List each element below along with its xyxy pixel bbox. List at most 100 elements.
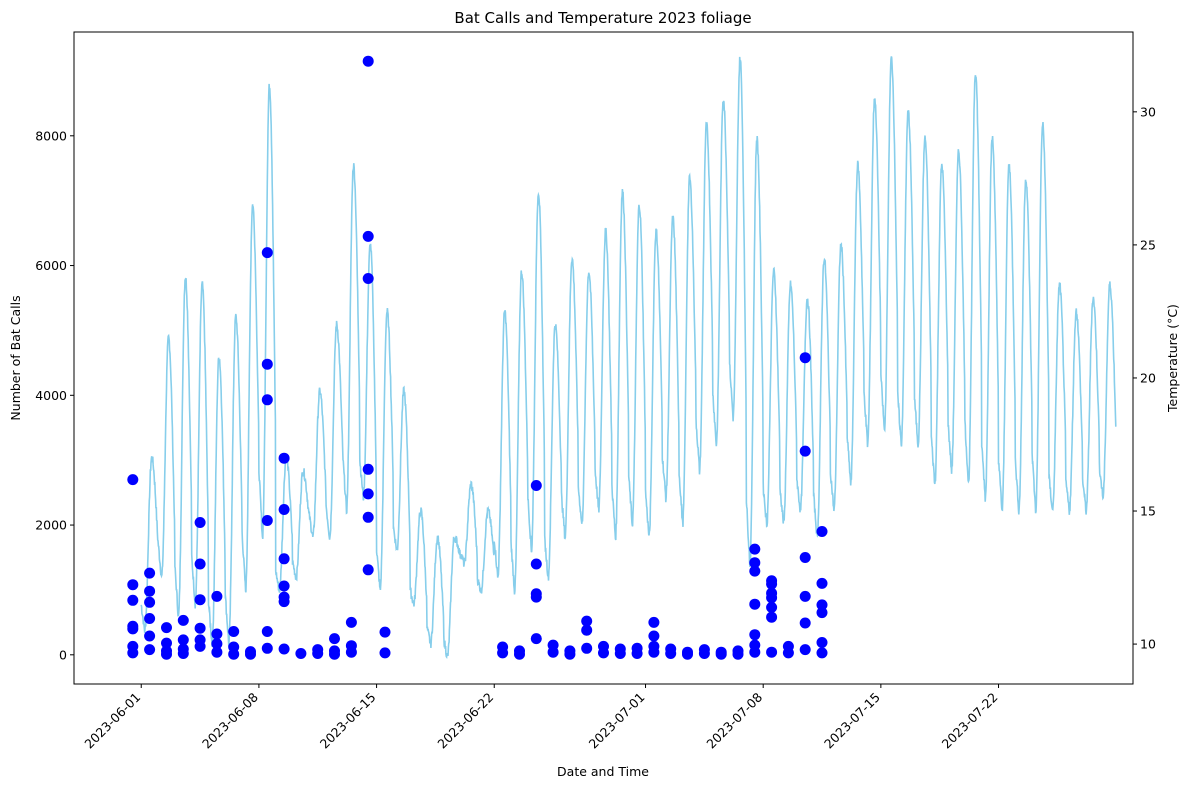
bat-calls-point <box>177 634 189 646</box>
bat-calls-point <box>144 630 156 642</box>
bat-calls-point <box>799 590 811 602</box>
bat-calls-point <box>329 633 340 645</box>
bat-calls-point <box>228 648 240 660</box>
bat-calls-point <box>799 644 811 656</box>
y-right-tick-label: 15 <box>1140 504 1156 519</box>
bat-calls-point <box>194 558 206 570</box>
bat-calls-point <box>816 577 828 589</box>
bat-calls-point <box>362 55 374 67</box>
bat-calls-point <box>329 648 340 660</box>
bat-calls-point <box>547 646 559 658</box>
bat-calls-point <box>278 452 290 464</box>
bat-calls-point <box>514 648 525 660</box>
y-left-tick-label: 4000 <box>35 388 67 403</box>
bat-calls-point <box>211 628 223 640</box>
bat-calls-point <box>648 630 660 642</box>
bat-calls-point <box>766 578 778 590</box>
bat-calls-point <box>127 594 139 606</box>
bat-calls-point <box>161 637 172 649</box>
bat-calls-point <box>278 643 290 655</box>
bat-calls-point <box>530 591 542 603</box>
bat-calls-point <box>799 352 811 364</box>
bat-calls-point <box>362 511 374 523</box>
y-axis-right-label: Temperature (°C) <box>1165 304 1180 413</box>
temperature-line <box>140 56 1117 660</box>
bat-calls-point <box>749 557 761 569</box>
y-axis-left: 0 2000 4000 6000 8000 <box>35 128 74 662</box>
x-axis-label: Date and Time <box>557 764 649 779</box>
bat-calls-point <box>194 622 206 634</box>
bat-calls-point <box>782 647 794 659</box>
y-right-tick-label: 20 <box>1140 370 1156 385</box>
bat-calls-point <box>161 648 172 660</box>
bat-calls-point <box>581 624 593 636</box>
bat-calls-point <box>799 445 811 457</box>
bat-calls-point <box>261 642 273 654</box>
bat-calls-series <box>127 55 828 660</box>
bat-calls-point <box>749 543 761 555</box>
bat-calls-point <box>749 598 761 610</box>
bat-calls-point <box>194 640 206 652</box>
bat-calls-point <box>648 646 660 658</box>
bat-calls-point <box>379 626 391 638</box>
bat-calls-point <box>581 615 593 627</box>
y-left-tick-label: 2000 <box>35 518 67 533</box>
bat-calls-point <box>261 515 273 526</box>
bat-calls-point <box>816 526 828 537</box>
bat-calls-point <box>816 607 828 619</box>
plot-area <box>73 31 1134 685</box>
bat-calls-point <box>177 648 189 659</box>
bat-calls-point <box>127 474 139 486</box>
bat-calls-point <box>211 638 223 650</box>
bat-calls-point <box>648 616 660 628</box>
bat-calls-point <box>799 552 811 563</box>
y-axis-left-label: Number of Bat Calls <box>8 295 23 420</box>
bat-calls-point <box>144 596 156 608</box>
bat-calls-point <box>598 647 609 659</box>
bat-calls-point <box>144 585 156 597</box>
bat-calls-point <box>530 558 542 570</box>
bat-calls-point <box>278 504 290 515</box>
y-left-tick-label: 0 <box>59 647 67 662</box>
bat-calls-point <box>127 623 139 635</box>
bat-calls-point <box>144 567 156 579</box>
bat-calls-point <box>564 648 576 660</box>
bat-calls-point <box>261 247 273 259</box>
bat-calls-point <box>278 580 290 592</box>
y-left-tick-label: 8000 <box>35 128 67 143</box>
bat-calls-point <box>194 517 206 528</box>
bat-calls-point <box>345 646 357 658</box>
bat-calls-point <box>698 648 710 659</box>
bat-calls-point <box>362 230 374 242</box>
bat-calls-point <box>362 463 374 475</box>
bat-calls-point <box>127 647 139 659</box>
bat-calls-point <box>127 579 139 591</box>
bat-calls-point <box>261 394 273 406</box>
y-right-tick-label: 25 <box>1140 237 1156 252</box>
bat-calls-point <box>766 592 778 604</box>
bat-calls-point <box>278 553 290 565</box>
bat-calls-point <box>362 273 374 284</box>
y-right-tick-label: 30 <box>1140 104 1156 119</box>
y-right-tick-label: 10 <box>1140 637 1156 652</box>
bat-calls-point <box>144 644 156 656</box>
bat-calls-point <box>665 648 677 659</box>
bat-calls-point <box>799 617 811 629</box>
bat-calls-point <box>682 648 693 660</box>
bat-calls-point <box>715 648 727 660</box>
chart-title: Bat Calls and Temperature 2023 foliage <box>454 9 751 27</box>
bat-calls-point <box>161 622 172 634</box>
bat-calls-point <box>766 646 778 658</box>
bat-calls-point <box>211 590 223 602</box>
bat-calls-point <box>211 646 223 658</box>
bat-calls-point <box>362 488 374 500</box>
y-axis-right: 10 15 20 25 30 <box>1133 104 1156 652</box>
bat-calls-point <box>497 647 509 659</box>
bat-calls-point <box>295 648 307 659</box>
bat-calls-point <box>816 647 828 659</box>
bat-calls-point <box>345 616 357 628</box>
bat-calls-point <box>766 601 778 613</box>
bat-calls-point <box>766 611 778 623</box>
plot-frame <box>73 31 1134 685</box>
